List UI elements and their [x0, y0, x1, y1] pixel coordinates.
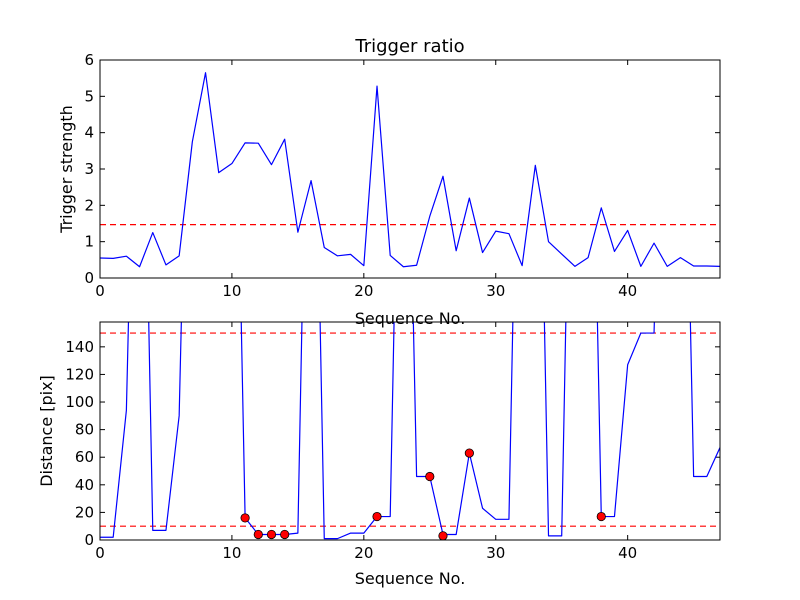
threshold-lines — [100, 332, 720, 527]
series-line — [100, 322, 720, 540]
y-tick-label: 40 — [75, 476, 94, 494]
series-line — [100, 72, 720, 268]
y-tick-label: 120 — [65, 365, 94, 383]
x-axis-label: Sequence No. — [355, 569, 466, 588]
series-lines — [100, 72, 720, 268]
y-tick-label: 4 — [84, 124, 94, 142]
data-point-marker — [266, 529, 277, 540]
x-ticks: 0 10 20 30 40 — [95, 322, 637, 562]
x-tick-label: 30 — [486, 282, 505, 300]
x-tick-label: 40 — [618, 544, 637, 562]
x-tick-label: 10 — [222, 544, 241, 562]
y-tick-label: 0 — [84, 269, 94, 287]
x-tick-label: 20 — [354, 282, 373, 300]
data-point-marker — [438, 531, 448, 540]
y-tick-label: 140 — [65, 338, 94, 356]
x-tick-label: 0 — [95, 282, 105, 300]
x-tick-label: 40 — [618, 282, 637, 300]
y-tick-label: 100 — [65, 393, 94, 411]
x-tick-label: 30 — [486, 544, 505, 562]
data-point-marker — [596, 511, 606, 522]
y-tick-label: 2 — [84, 196, 94, 214]
trigger-ratio-subplot: Trigger ratio Sequence No. Trigger stren… — [57, 36, 721, 328]
plot-frame — [99, 59, 721, 279]
y-tick-label: 20 — [75, 503, 94, 521]
x-tick-label: 20 — [354, 544, 373, 562]
data-point-marker — [372, 511, 382, 522]
y-tick-label: 0 — [84, 531, 94, 549]
y-tick-label: 3 — [84, 160, 94, 178]
y-tick-label: 80 — [75, 421, 94, 439]
y-axis-label: Distance [pix] — [37, 375, 56, 487]
chart-title: Trigger ratio — [354, 36, 464, 57]
distance-subplot: Sequence No. Distance [pix] 0 10 20 30 40 0 2… — [37, 321, 721, 588]
y-tick-label: 60 — [75, 448, 94, 466]
data-point-marker — [240, 513, 250, 523]
y-tick-label: 5 — [84, 87, 94, 105]
y-ticks: 0 20 40 60 80 100 120 140 — [65, 338, 720, 549]
data-point-marker — [280, 529, 290, 540]
x-axis-label: Sequence No. — [355, 309, 466, 328]
data-point-marker — [425, 471, 435, 482]
data-point-marker — [253, 529, 263, 540]
data-point-marker — [464, 448, 474, 458]
y-tick-label: 6 — [84, 51, 94, 69]
x-tick-label: 0 — [95, 544, 105, 562]
series-lines — [100, 322, 720, 540]
plot-frame — [99, 321, 721, 541]
y-tick-label: 1 — [84, 233, 94, 251]
x-tick-label: 10 — [222, 282, 241, 300]
markers — [240, 448, 606, 540]
x-ticks: 0 10 20 30 40 — [95, 60, 637, 300]
y-axis-label: Trigger strength — [57, 105, 76, 234]
